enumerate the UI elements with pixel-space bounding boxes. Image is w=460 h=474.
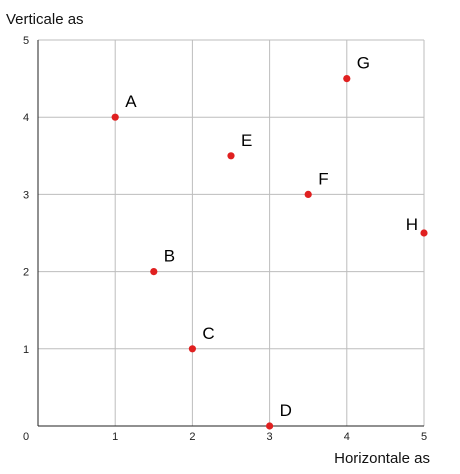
x-tick-label: 2 xyxy=(189,431,195,443)
x-tick-label: 5 xyxy=(421,431,427,443)
y-tick-label: 5 xyxy=(23,35,29,47)
data-point-f xyxy=(304,190,312,198)
point-label-a: A xyxy=(125,92,137,111)
y-tick-label: 1 xyxy=(23,344,29,356)
y-tick-label: 3 xyxy=(23,189,29,201)
data-point-c xyxy=(188,345,196,353)
x-tick-label: 3 xyxy=(267,431,273,443)
x-tick-label: 0 xyxy=(23,431,29,443)
x-axis-title: Horizontale as xyxy=(334,450,430,467)
x-tick-label: 4 xyxy=(344,431,350,443)
grid xyxy=(37,39,425,427)
data-point-b xyxy=(150,268,158,276)
point-label-b: B xyxy=(164,247,175,266)
point-label-h: H xyxy=(406,215,418,234)
data-points: A B C D E F G H xyxy=(111,54,428,430)
data-point-h xyxy=(420,229,428,237)
data-point-d xyxy=(266,422,274,430)
y-axis-title: Verticale as xyxy=(6,11,84,28)
point-label-d: D xyxy=(280,401,292,420)
point-label-e: E xyxy=(241,131,252,150)
y-tick-label: 2 xyxy=(23,267,29,279)
point-label-f: F xyxy=(318,169,328,188)
axes xyxy=(37,40,424,427)
tick-labels: 0 1 2 3 4 5 1 2 3 4 5 xyxy=(23,35,427,443)
data-point-e xyxy=(227,152,235,160)
y-tick-label: 4 xyxy=(23,112,29,124)
data-point-a xyxy=(111,113,119,121)
data-point-g xyxy=(343,75,351,83)
point-label-c: C xyxy=(202,324,214,343)
point-label-g: G xyxy=(357,54,370,73)
x-tick-label: 1 xyxy=(112,431,118,443)
